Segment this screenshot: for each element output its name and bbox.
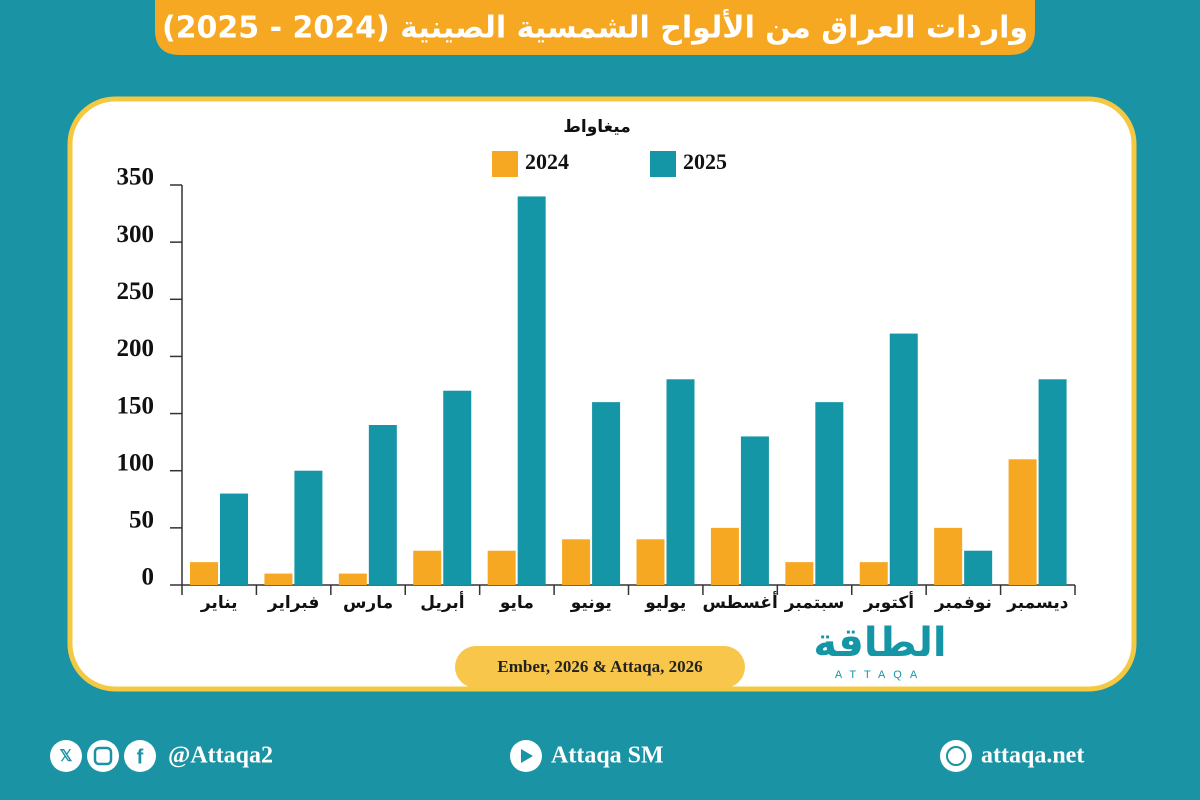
social-handle[interactable]: @Attaqa2 [168,743,273,769]
legend-swatch [492,151,518,177]
source: Ember, 2026 & Attaqa, 2026 [497,657,702,676]
web-glyph [946,746,966,766]
x-tick-label: يونيو [570,593,612,613]
legend-label: 2024 [525,149,569,174]
bar [338,573,367,585]
y-tick-label: 0 [142,564,155,591]
facebook-icon[interactable] [124,740,156,772]
x-tick-label: أبريل [420,591,464,613]
bar [636,539,665,585]
bar [1038,379,1067,585]
x-tick-label: مارس [343,593,393,613]
x-tick-label: يناير [200,593,238,613]
x-tick-label: مايو [499,593,534,613]
bar [666,379,695,585]
x-tick-label: سبتمبر [784,593,845,613]
legend-swatch [650,151,676,177]
y-tick-label: 150 [117,392,155,419]
bar [710,527,739,585]
x-tick-label: أغسطس [702,591,777,613]
y-tick-label: 100 [117,449,155,476]
bar [517,196,546,585]
x-glyph: 𝕏 [60,748,73,765]
x-tick-label: نوفمبر [934,593,992,613]
y-tick-label: 50 [129,507,154,534]
youtube-handle[interactable]: Attaqa SM [551,743,664,769]
bar [1008,459,1037,585]
title-banner [155,0,1035,55]
x-tick-label: أكتوبر [863,591,914,613]
bar [487,550,516,585]
bar [889,333,918,585]
y-tick-label: 250 [117,278,155,305]
bar [592,402,621,585]
source-pill [455,646,745,688]
bar [964,550,993,585]
legend-label: 2025 [683,149,727,174]
x-tick-label: ديسمبر [1006,593,1069,613]
logo-sub: ATTAQA [835,669,925,681]
bar [413,550,442,585]
chart-card [67,96,1137,692]
logo: الطاقة [813,620,946,666]
bar [190,562,218,585]
web-icon[interactable] [940,740,972,772]
bar [815,402,844,585]
y-tick-label: 200 [117,335,155,362]
bar [934,527,963,585]
bar [264,573,293,585]
website[interactable]: attaqa.net [981,743,1084,769]
facebook-glyph: f [137,746,144,768]
chart-title: واردات العراق من الألواح الشمسية الصينية… [162,9,1028,46]
bar [220,493,248,585]
youtube-glyph [521,749,533,763]
y-tick-label: 350 [117,164,155,191]
bar [443,390,472,585]
instagram-glyph [93,746,113,766]
x-tick-label: فبراير [267,593,319,613]
footer: 𝕏 f @Attaqa2 Attaqa SM attaqa.net [50,740,1084,772]
bar [294,470,323,585]
y-unit-label: ميغاواط [563,117,631,137]
bar [740,436,769,585]
bar [859,562,888,585]
y-tick-label: 300 [117,221,155,248]
x-icon[interactable] [50,740,82,772]
x-tick-label: يوليو [644,593,686,613]
instagram-icon[interactable] [87,740,119,772]
bar [562,539,591,585]
bar [368,425,397,585]
bar [785,562,814,585]
